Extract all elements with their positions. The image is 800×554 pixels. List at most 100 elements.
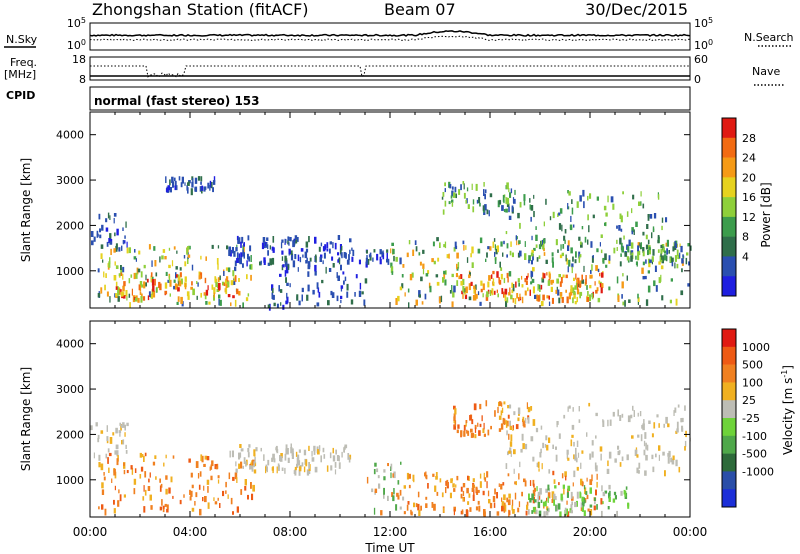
scatter-cell xyxy=(261,242,265,250)
scatter-cell xyxy=(115,265,119,269)
scatter-cell xyxy=(308,445,310,451)
scatter-cell xyxy=(231,450,234,458)
scatter-cell xyxy=(514,298,517,305)
scatter-cell xyxy=(288,248,291,254)
scatter-cell xyxy=(383,493,385,499)
scatter-cell xyxy=(475,486,478,493)
scatter-cell xyxy=(467,430,470,436)
scatter-cell xyxy=(462,490,465,496)
scatter-cell xyxy=(286,292,288,299)
scatter-cell xyxy=(642,231,645,236)
scatter-cell xyxy=(297,254,300,262)
scatter-cell xyxy=(236,288,239,295)
scatter-cell xyxy=(500,410,503,416)
scatter-cell xyxy=(486,471,489,478)
scatter-cell xyxy=(123,469,126,475)
scatter-cell xyxy=(516,240,518,246)
scatter-cell xyxy=(223,282,226,286)
scatter-cell xyxy=(449,492,452,499)
scatter-cell xyxy=(284,467,286,474)
scatter-cell xyxy=(299,256,302,263)
scatter-cell xyxy=(465,421,467,427)
scatter-cell xyxy=(152,290,156,298)
scatter-cell xyxy=(458,189,461,195)
scatter-cell xyxy=(487,281,490,288)
scatter-cell xyxy=(622,301,625,306)
scatter-cell xyxy=(657,239,660,244)
scatter-cell xyxy=(671,261,674,267)
scatter-cell xyxy=(118,489,120,494)
scatter-cell xyxy=(471,246,474,254)
scatter-cell xyxy=(191,281,193,286)
scatter-cell xyxy=(330,290,333,296)
scatter-cell xyxy=(630,414,633,419)
scatter-cell xyxy=(202,497,204,502)
scatter-cell xyxy=(200,454,203,461)
scatter-cell xyxy=(187,254,191,258)
scatter-cell xyxy=(630,242,634,249)
scatter-cell xyxy=(645,299,649,306)
scatter-cell xyxy=(681,258,684,264)
scatter-cell xyxy=(114,261,116,266)
scatter-cell xyxy=(566,452,569,459)
scatter-cell xyxy=(661,257,664,264)
scatter-cell xyxy=(217,277,220,283)
scatter-cell xyxy=(471,183,473,190)
scatter-cell xyxy=(145,274,147,281)
scatter-cell xyxy=(504,418,506,425)
scatter-cell xyxy=(501,501,505,508)
time-tick-label: 20:00 xyxy=(573,525,608,539)
scatter-cell xyxy=(637,293,639,299)
scatter-cell xyxy=(628,299,631,303)
scatter-cell xyxy=(227,267,231,273)
scatter-cell xyxy=(253,469,257,474)
scatter-cell xyxy=(192,288,195,296)
scatter-cell xyxy=(491,274,493,279)
scatter-cell xyxy=(541,240,543,245)
scatter-cell xyxy=(460,486,463,492)
scatter-cell xyxy=(620,242,623,250)
scatter-cell xyxy=(115,293,118,297)
scatter-cell xyxy=(114,293,116,298)
scatter-cell xyxy=(164,503,167,507)
scatter-cell xyxy=(596,196,599,201)
scatter-cell xyxy=(421,301,424,305)
scatter-cell xyxy=(139,291,142,295)
scatter-cell xyxy=(667,453,670,457)
scatter-cell xyxy=(506,497,508,503)
scatter-cell xyxy=(674,255,677,262)
colorbar-tick-label: 24 xyxy=(742,152,756,165)
scatter-cell xyxy=(548,273,551,279)
scatter-cell xyxy=(519,222,521,229)
scatter-cell xyxy=(329,241,332,245)
scatter-cell xyxy=(130,274,133,278)
scatter-cell xyxy=(484,477,487,482)
scatter-cell xyxy=(608,286,611,291)
scatter-cell xyxy=(407,501,410,505)
scatter-cell xyxy=(652,226,655,233)
scatter-cell xyxy=(451,186,454,190)
scatter-cell xyxy=(90,231,94,237)
scatter-cell xyxy=(410,509,412,515)
scatter-cell xyxy=(495,248,498,255)
scatter-cell xyxy=(428,282,431,289)
power-ylabel: Slant Range [km] xyxy=(19,158,33,262)
scatter-cell xyxy=(304,251,308,259)
scatter-cell xyxy=(687,283,690,287)
scatter-cell xyxy=(262,237,266,243)
scatter-cell xyxy=(540,301,544,307)
scatter-cell xyxy=(456,475,459,481)
scatter-cell xyxy=(474,294,477,301)
scatter-cell xyxy=(150,272,153,277)
scatter-cell xyxy=(664,470,666,477)
scatter-cell xyxy=(211,460,214,467)
scatter-cell xyxy=(167,279,171,283)
scatter-cell xyxy=(571,501,573,506)
scatter-cell xyxy=(531,278,535,283)
scatter-cell xyxy=(479,237,483,244)
scatter-cell xyxy=(143,455,145,462)
scatter-cell xyxy=(479,202,481,207)
scatter-cell xyxy=(456,267,459,271)
scatter-cell xyxy=(540,499,543,503)
scatter-cell xyxy=(393,255,395,262)
